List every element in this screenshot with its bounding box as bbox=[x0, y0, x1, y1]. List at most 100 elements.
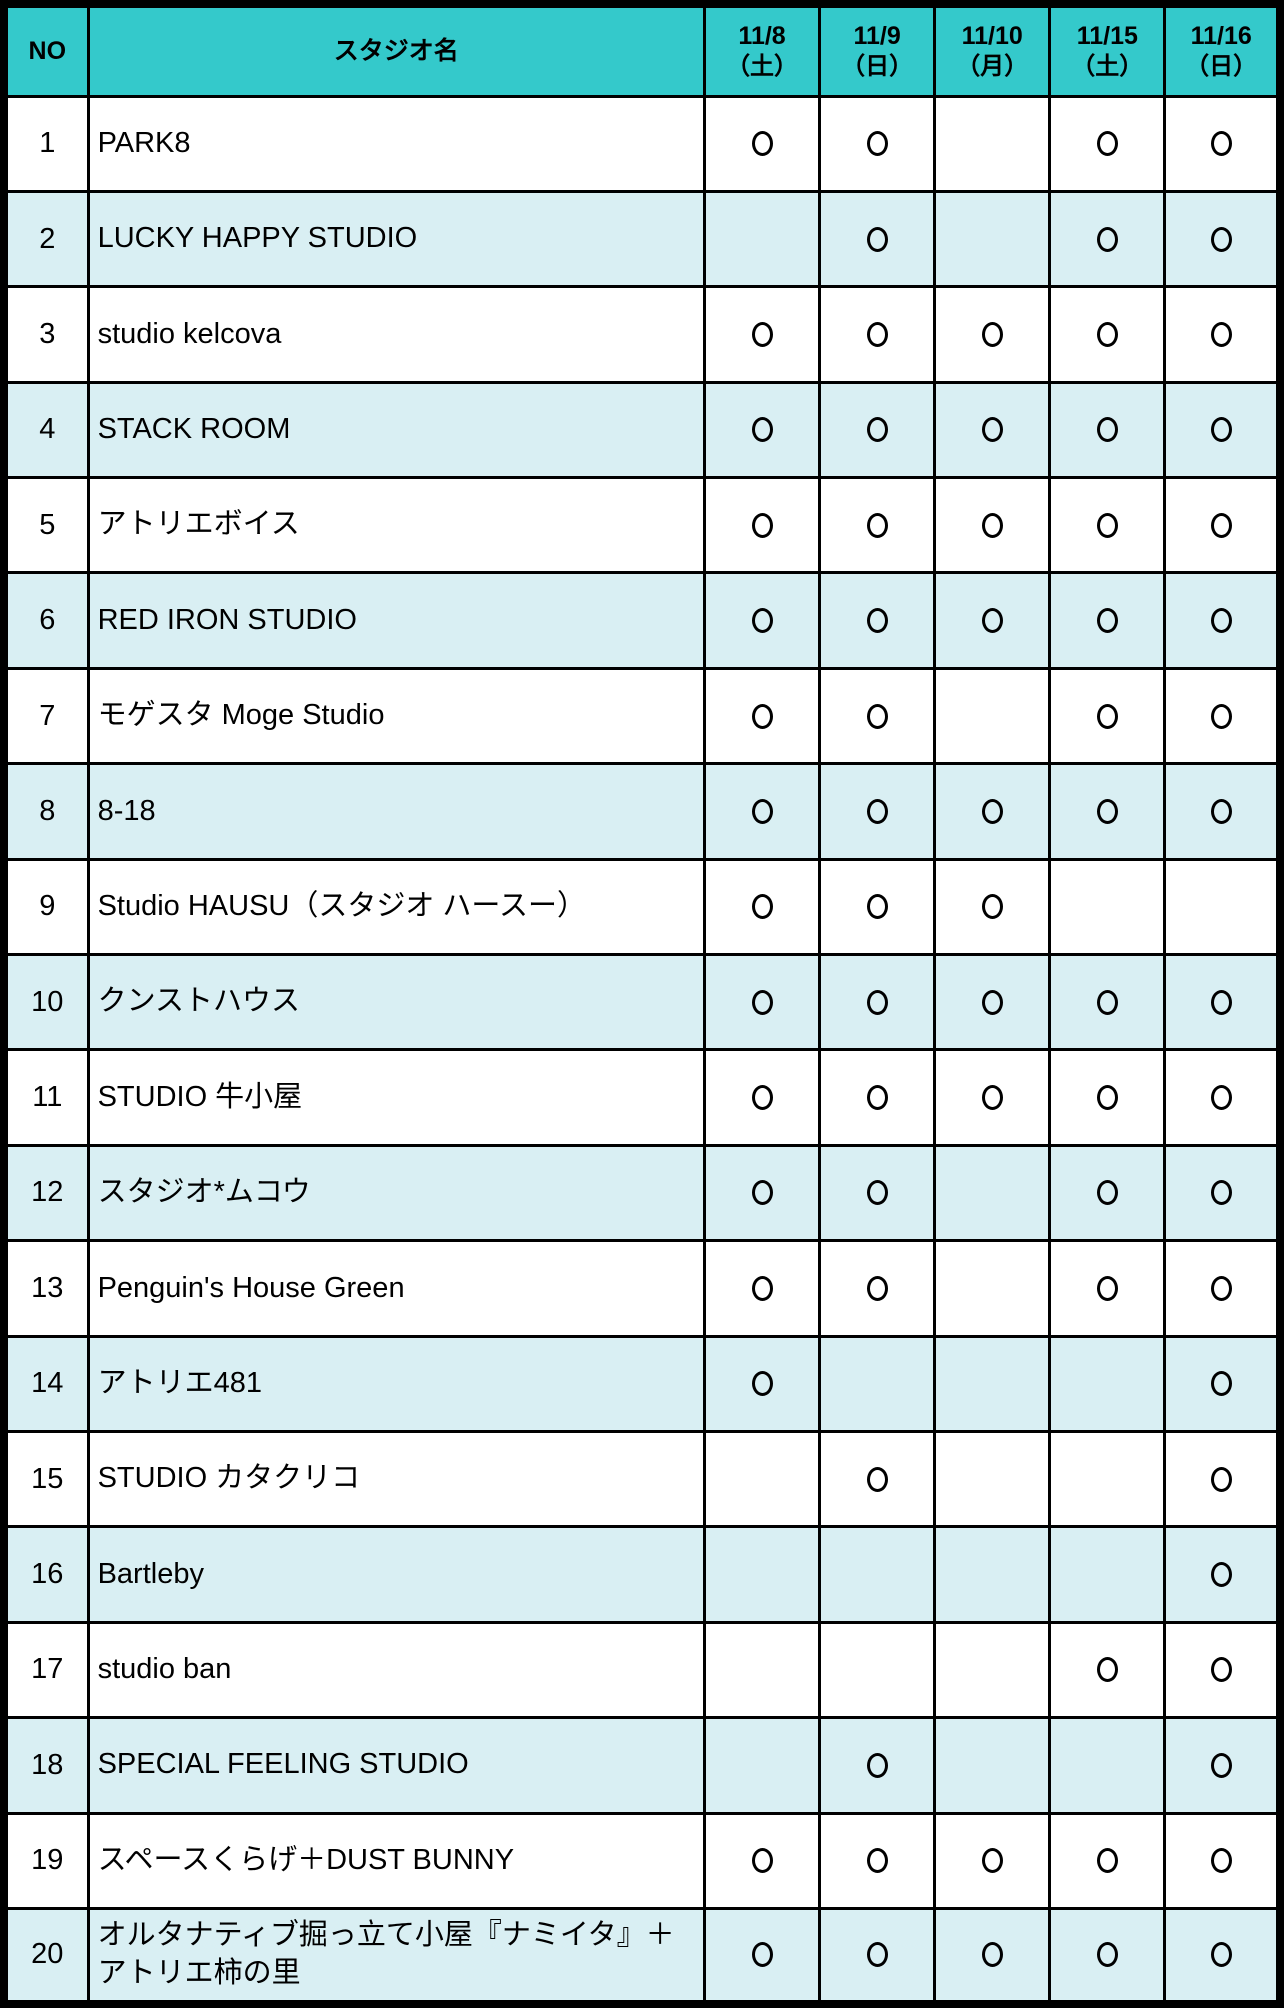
availability-cell bbox=[1163, 1906, 1282, 2006]
available-circle-icon bbox=[866, 1275, 888, 1301]
available-circle-icon bbox=[751, 1180, 773, 1206]
availability-cell bbox=[818, 1143, 937, 1243]
header-date-11-16: 11/16 （日） bbox=[1163, 2, 1282, 98]
available-circle-icon bbox=[1096, 321, 1118, 347]
availability-cell bbox=[933, 1334, 1052, 1433]
available-circle-icon bbox=[1096, 703, 1118, 729]
availability-cell bbox=[703, 1620, 822, 1720]
availability-cell bbox=[933, 380, 1052, 480]
availability-cell bbox=[933, 285, 1052, 384]
row-number: 20 bbox=[2, 1906, 90, 2006]
availability-cell bbox=[1163, 857, 1282, 957]
available-circle-icon bbox=[866, 226, 888, 252]
availability-cell bbox=[818, 380, 937, 480]
availability-cell bbox=[818, 476, 937, 575]
studio-name: アトリエ481 bbox=[86, 1334, 707, 1433]
availability-cell bbox=[1048, 666, 1167, 766]
available-circle-icon bbox=[1210, 226, 1232, 252]
available-circle-icon bbox=[866, 1752, 888, 1778]
availability-cell bbox=[933, 1525, 1052, 1624]
availability-cell bbox=[933, 1429, 1052, 1529]
availability-cell bbox=[933, 1620, 1052, 1720]
availability-cell bbox=[933, 762, 1052, 861]
available-circle-icon bbox=[1096, 417, 1118, 443]
availability-cell bbox=[1163, 666, 1282, 766]
header-day-label: （土） bbox=[726, 52, 799, 80]
table-row: 4 STACK ROOM bbox=[2, 380, 1282, 480]
available-circle-icon bbox=[1210, 417, 1232, 443]
availability-cell bbox=[703, 1048, 822, 1147]
availability-cell bbox=[1048, 1620, 1167, 1720]
available-circle-icon bbox=[866, 894, 888, 920]
availability-cell bbox=[703, 666, 822, 766]
availability-cell bbox=[818, 666, 937, 766]
studio-name: Bartleby bbox=[86, 1525, 707, 1624]
available-circle-icon bbox=[751, 512, 773, 538]
availability-cell bbox=[703, 953, 822, 1052]
availability-cell bbox=[1163, 476, 1282, 575]
available-circle-icon bbox=[981, 321, 1003, 347]
available-circle-icon bbox=[1210, 1752, 1232, 1778]
availability-cell bbox=[703, 1811, 822, 1910]
availability-cell bbox=[933, 1143, 1052, 1243]
available-circle-icon bbox=[751, 608, 773, 634]
availability-cell bbox=[703, 1906, 822, 2006]
availability-cell bbox=[933, 1239, 1052, 1338]
studio-name: アトリエボイス bbox=[86, 476, 707, 575]
studio-name: SPECIAL FEELING STUDIO bbox=[86, 1716, 707, 1815]
availability-cell bbox=[818, 1239, 937, 1338]
availability-cell bbox=[818, 953, 937, 1052]
available-circle-icon bbox=[866, 131, 888, 157]
table-row: 11 STUDIO 牛小屋 bbox=[2, 1048, 1282, 1147]
header-date-11-15: 11/15 （土） bbox=[1048, 2, 1167, 98]
studio-name: Studio HAUSU（スタジオ ハースー） bbox=[86, 857, 707, 957]
studio-name: LUCKY HAPPY STUDIO bbox=[86, 189, 707, 289]
header-date-label: 11/16 bbox=[1190, 21, 1252, 50]
available-circle-icon bbox=[1210, 989, 1232, 1015]
studio-name: クンストハウス bbox=[86, 953, 707, 1052]
availability-cell bbox=[933, 1906, 1052, 2006]
availability-cell bbox=[933, 94, 1052, 193]
availability-cell bbox=[1163, 953, 1282, 1052]
available-circle-icon bbox=[751, 1275, 773, 1301]
availability-cell bbox=[1048, 953, 1167, 1052]
table-row: 20 オルタナティブ掘っ立て小屋『ナミイタ』＋アトリエ柿の里 bbox=[2, 1906, 1282, 2006]
available-circle-icon bbox=[1210, 608, 1232, 634]
availability-cell bbox=[1048, 762, 1167, 861]
available-circle-icon bbox=[1096, 226, 1118, 252]
available-circle-icon bbox=[866, 608, 888, 634]
header-no: NO bbox=[2, 2, 90, 98]
studio-name: STACK ROOM bbox=[86, 380, 707, 480]
table-row: 12 スタジオ*ムコウ bbox=[2, 1143, 1282, 1243]
header-day-label: （日） bbox=[841, 52, 914, 80]
available-circle-icon bbox=[751, 1085, 773, 1111]
table-row: 8 8-18 bbox=[2, 762, 1282, 861]
table-row: 3 studio kelcova bbox=[2, 285, 1282, 384]
availability-cell bbox=[703, 857, 822, 957]
available-circle-icon bbox=[866, 1085, 888, 1111]
availability-cell bbox=[1163, 94, 1282, 193]
studio-name: スタジオ*ムコウ bbox=[86, 1143, 707, 1243]
row-number: 14 bbox=[2, 1334, 90, 1433]
row-number: 3 bbox=[2, 285, 90, 384]
availability-cell bbox=[703, 189, 822, 289]
availability-cell bbox=[818, 1334, 937, 1433]
table-row: 19 スペースくらげ＋DUST BUNNY bbox=[2, 1811, 1282, 1910]
availability-cell bbox=[818, 1429, 937, 1529]
header-date-11-9: 11/9 （日） bbox=[818, 2, 937, 98]
available-circle-icon bbox=[866, 321, 888, 347]
row-number: 16 bbox=[2, 1525, 90, 1624]
availability-cell bbox=[1048, 1334, 1167, 1433]
availability-cell bbox=[1163, 1716, 1282, 1815]
table-row: 1 PARK8 bbox=[2, 94, 1282, 193]
availability-cell bbox=[1048, 1906, 1167, 2006]
availability-cell bbox=[933, 571, 1052, 670]
availability-cell bbox=[818, 857, 937, 957]
studio-name: モゲスタ Moge Studio bbox=[86, 666, 707, 766]
available-circle-icon bbox=[981, 512, 1003, 538]
available-circle-icon bbox=[751, 417, 773, 443]
row-number: 18 bbox=[2, 1716, 90, 1815]
row-number: 17 bbox=[2, 1620, 90, 1720]
availability-cell bbox=[703, 1239, 822, 1338]
row-number: 10 bbox=[2, 953, 90, 1052]
